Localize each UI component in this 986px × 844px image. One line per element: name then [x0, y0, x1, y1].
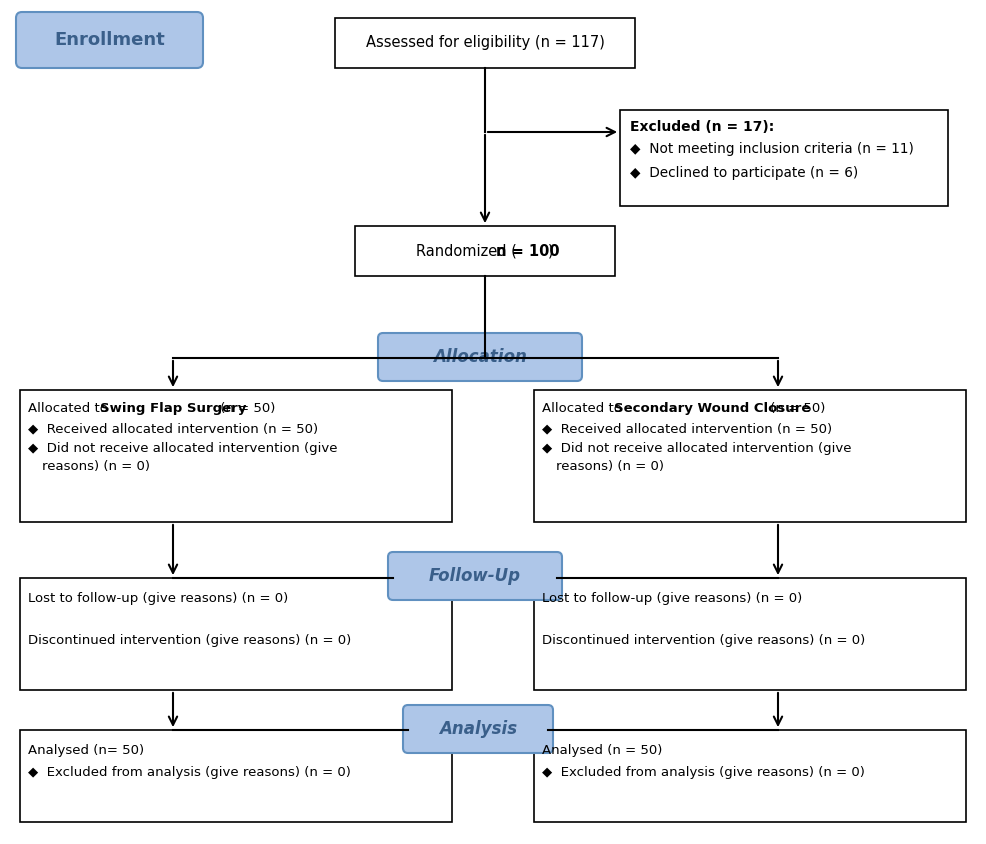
Text: Analysed (n= 50): Analysed (n= 50)	[28, 744, 144, 757]
Text: Secondary Wound Closure: Secondary Wound Closure	[614, 402, 810, 415]
FancyBboxPatch shape	[335, 18, 635, 68]
Text: Analysis: Analysis	[439, 720, 517, 738]
Text: ◆  Received allocated intervention (n = 50): ◆ Received allocated intervention (n = 5…	[542, 422, 832, 435]
Text: Excluded (n = 17):: Excluded (n = 17):	[630, 120, 774, 134]
Text: ◆  Declined to participate (n = 6): ◆ Declined to participate (n = 6)	[630, 166, 858, 180]
Text: ◆  Received allocated intervention (n = 50): ◆ Received allocated intervention (n = 5…	[28, 422, 318, 435]
Text: (n = 50): (n = 50)	[216, 402, 275, 415]
FancyBboxPatch shape	[534, 578, 966, 690]
Text: Allocated to: Allocated to	[28, 402, 112, 415]
FancyBboxPatch shape	[16, 12, 203, 68]
Text: ): )	[547, 244, 553, 258]
FancyBboxPatch shape	[378, 333, 582, 381]
FancyBboxPatch shape	[403, 705, 553, 753]
Text: Follow-Up: Follow-Up	[429, 567, 521, 585]
Text: Swing Flap Surgery: Swing Flap Surgery	[100, 402, 246, 415]
Text: reasons) (n = 0): reasons) (n = 0)	[42, 460, 150, 473]
FancyBboxPatch shape	[20, 578, 452, 690]
FancyBboxPatch shape	[620, 110, 948, 206]
Text: ◆  Did not receive allocated intervention (give: ◆ Did not receive allocated intervention…	[542, 442, 852, 455]
Text: Allocation: Allocation	[433, 348, 527, 366]
Text: Lost to follow-up (give reasons) (n = 0): Lost to follow-up (give reasons) (n = 0)	[542, 592, 803, 605]
Text: ◆  Excluded from analysis (give reasons) (n = 0): ◆ Excluded from analysis (give reasons) …	[542, 766, 865, 779]
Text: ◆  Did not receive allocated intervention (give: ◆ Did not receive allocated intervention…	[28, 442, 337, 455]
FancyBboxPatch shape	[20, 390, 452, 522]
FancyBboxPatch shape	[534, 390, 966, 522]
Text: Randomized (: Randomized (	[415, 244, 517, 258]
Text: reasons) (n = 0): reasons) (n = 0)	[556, 460, 664, 473]
FancyBboxPatch shape	[20, 730, 452, 822]
FancyBboxPatch shape	[388, 552, 562, 600]
Text: (n = 50): (n = 50)	[766, 402, 825, 415]
Text: Analysed (n = 50): Analysed (n = 50)	[542, 744, 663, 757]
Text: Lost to follow-up (give reasons) (n = 0): Lost to follow-up (give reasons) (n = 0)	[28, 592, 288, 605]
Text: n = 100: n = 100	[496, 244, 559, 258]
Text: ◆  Excluded from analysis (give reasons) (n = 0): ◆ Excluded from analysis (give reasons) …	[28, 766, 351, 779]
Text: Allocated to: Allocated to	[542, 402, 626, 415]
FancyBboxPatch shape	[355, 226, 615, 276]
FancyBboxPatch shape	[534, 730, 966, 822]
Text: Enrollment: Enrollment	[54, 31, 165, 49]
Text: Discontinued intervention (give reasons) (n = 0): Discontinued intervention (give reasons)…	[28, 634, 351, 647]
Text: Assessed for eligibility (n = 117): Assessed for eligibility (n = 117)	[366, 35, 604, 51]
Text: Discontinued intervention (give reasons) (n = 0): Discontinued intervention (give reasons)…	[542, 634, 866, 647]
Text: ◆  Not meeting inclusion criteria (n = 11): ◆ Not meeting inclusion criteria (n = 11…	[630, 142, 914, 156]
